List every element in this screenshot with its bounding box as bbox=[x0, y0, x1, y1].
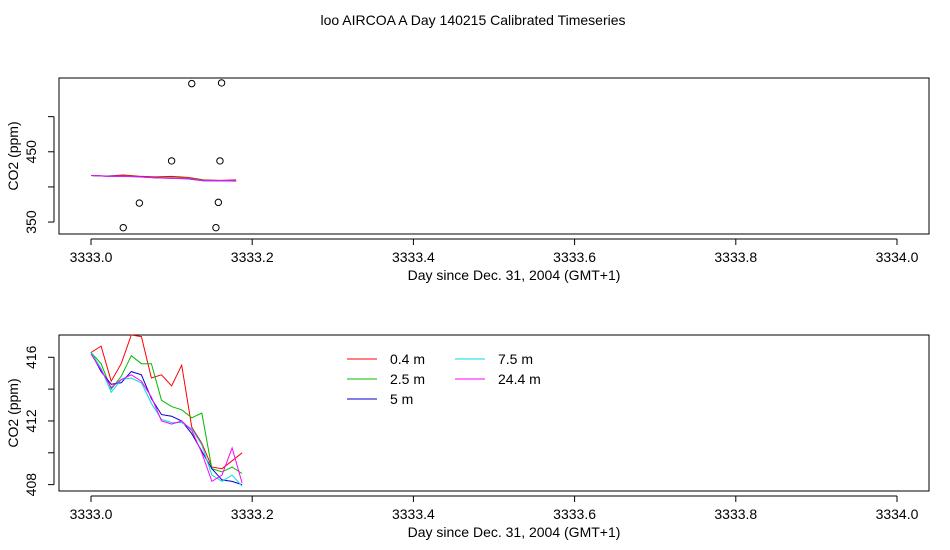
chart-panel-2: 3333.0 3333.2 3333.4 3333.6 3333.8 3334.0 Day … bbox=[5, 334, 930, 540]
series-line-1 bbox=[90, 334, 243, 470]
y-tick-label: 450 bbox=[23, 140, 39, 164]
y-axis-label: CO2 (ppm) bbox=[5, 121, 21, 190]
data-point bbox=[167, 157, 176, 165]
legend-label: 24.4 m bbox=[498, 371, 541, 387]
series-line-5 bbox=[90, 175, 237, 182]
x-tick-label: 3333.6 bbox=[553, 506, 596, 522]
data-point bbox=[188, 79, 196, 88]
legend: 0.4 m 2.5 m 5 m 7.5 m 24.4 m bbox=[347, 351, 541, 407]
x-tick-label: 3333.4 bbox=[392, 506, 435, 522]
series-line-5 bbox=[90, 353, 243, 484]
x-tick-label: 3333.0 bbox=[70, 249, 113, 265]
x-tick-label: 3334.0 bbox=[876, 249, 919, 265]
legend-label: 7.5 m bbox=[498, 351, 533, 367]
legend-label: 2.5 m bbox=[390, 371, 425, 387]
chart-panel-1: 3333.0 3333.2 3333.4 3333.6 3333.8 3334.0 Day … bbox=[5, 77, 930, 283]
x-tick-label: 3333.2 bbox=[231, 506, 274, 522]
legend-label: 5 m bbox=[390, 391, 413, 407]
page-title: loo AIRCOA A Day 140215 Calibrated Times… bbox=[320, 12, 625, 28]
x-tick-label: 3333.8 bbox=[714, 249, 757, 265]
x-axis-label: Day since Dec. 31, 2004 (GMT+1) bbox=[408, 267, 621, 283]
data-point bbox=[216, 157, 224, 165]
x-tick-label: 3333.2 bbox=[231, 249, 274, 265]
x-tick-label: 3333.6 bbox=[553, 249, 596, 265]
y-axis-label: CO2 (ppm) bbox=[5, 378, 21, 447]
data-point bbox=[119, 223, 127, 232]
plot-frame bbox=[58, 77, 930, 235]
data-point bbox=[212, 223, 220, 232]
data-point bbox=[214, 198, 223, 207]
data-point bbox=[217, 79, 226, 87]
plot-frame bbox=[58, 334, 930, 492]
series-line-3 bbox=[90, 352, 243, 486]
legend-label: 0.4 m bbox=[390, 351, 425, 367]
x-tick-label: 3333.8 bbox=[714, 506, 757, 522]
x-axis-label: Day since Dec. 31, 2004 (GMT+1) bbox=[408, 524, 621, 540]
series-line-4 bbox=[90, 352, 243, 487]
x-tick-label: 3334.0 bbox=[876, 506, 919, 522]
data-point bbox=[135, 199, 144, 207]
series-line-2 bbox=[90, 352, 243, 474]
x-tick-label: 3333.4 bbox=[392, 249, 435, 265]
y-tick-label: 408 bbox=[23, 473, 39, 497]
y-tick-label: 350 bbox=[23, 210, 39, 234]
x-tick-label: 3333.0 bbox=[70, 506, 113, 522]
y-tick-label: 416 bbox=[23, 345, 39, 369]
y-tick-label: 412 bbox=[23, 409, 39, 433]
